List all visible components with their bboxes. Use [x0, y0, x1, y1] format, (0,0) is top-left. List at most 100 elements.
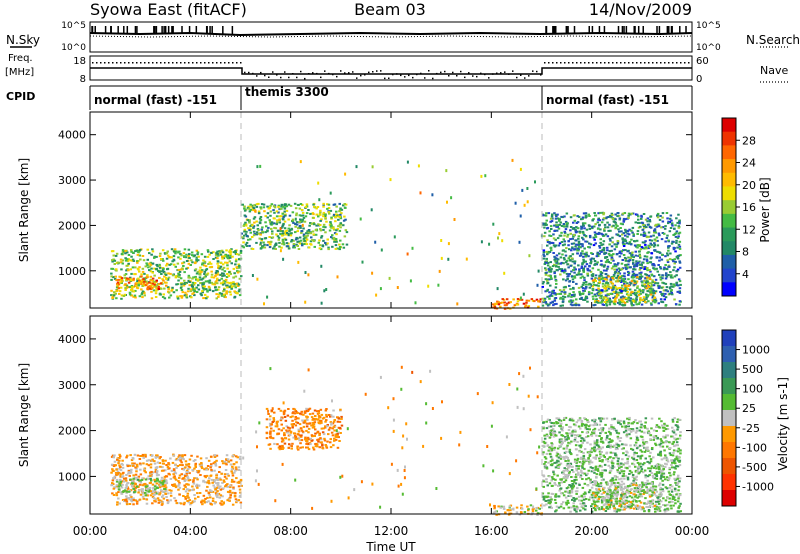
heatmap-cell — [185, 267, 188, 270]
heatmap-cell — [162, 480, 166, 483]
heatmap-cell — [648, 289, 651, 292]
heatmap-cell — [635, 273, 639, 276]
heatmap-cell — [282, 216, 285, 219]
heatmap-cell — [595, 255, 599, 258]
heatmap-cell — [554, 493, 558, 496]
heatmap-cell — [320, 420, 323, 422]
heatmap-cell — [280, 215, 283, 218]
heatmap-cell — [638, 301, 641, 304]
heatmap-cell — [155, 472, 159, 475]
heatmap-cell — [653, 301, 657, 304]
heatmap-cell — [332, 226, 335, 229]
heatmap-cell — [154, 456, 157, 458]
heatmap-cell — [632, 234, 635, 237]
heatmap-cell — [524, 305, 527, 308]
heatmap-cell — [140, 283, 143, 285]
heatmap-cell — [503, 507, 506, 510]
heatmap-cell — [606, 297, 610, 300]
nave-point — [580, 62, 582, 64]
heatmap-cell — [554, 213, 558, 216]
nave-point — [108, 62, 110, 64]
heatmap-cell — [648, 269, 651, 271]
heatmap-cell — [565, 487, 569, 490]
heatmap-cell — [278, 241, 281, 244]
heatmap-cell — [154, 498, 157, 501]
heatmap-cell — [584, 255, 588, 258]
heatmap-cell — [303, 421, 307, 424]
heatmap-cell — [605, 289, 609, 292]
heatmap-cell — [187, 488, 190, 491]
heatmap-cell — [666, 434, 670, 437]
heatmap-cell — [145, 502, 149, 505]
heatmap-cell — [226, 273, 229, 275]
nave-point — [636, 62, 638, 64]
heatmap-cell — [558, 223, 562, 226]
heatmap-cell — [116, 289, 119, 292]
nsky-panel — [89, 21, 693, 53]
heatmap-cell — [277, 428, 281, 431]
heatmap-cell — [660, 493, 663, 496]
heatmap-cell — [638, 277, 641, 280]
heatmap-cell — [567, 502, 570, 504]
heatmap-cell — [168, 467, 171, 470]
heatmap-cell — [638, 245, 641, 248]
heatmap-cell — [276, 433, 279, 436]
heatmap-cell — [553, 299, 556, 302]
heatmap-cell — [531, 512, 534, 515]
heatmap-cell — [543, 442, 547, 445]
heatmap-cell — [148, 482, 152, 485]
heatmap-cell — [634, 268, 637, 271]
heatmap-cell — [146, 494, 149, 497]
heatmap-cell — [164, 273, 168, 276]
heatmap-cell — [318, 434, 321, 437]
heatmap-cell — [136, 261, 139, 264]
heatmap-cell — [446, 200, 448, 204]
heatmap-cell — [311, 426, 315, 429]
heatmap-cell — [117, 491, 120, 494]
heatmap-cell — [668, 258, 672, 261]
heatmap-cell — [629, 444, 632, 447]
heatmap-cell — [160, 481, 163, 484]
heatmap-cell — [637, 221, 640, 224]
heatmap-cell — [233, 272, 236, 275]
heatmap-cell — [322, 225, 325, 228]
heatmap-cell — [615, 276, 618, 279]
heatmap-cell — [139, 463, 142, 466]
heatmap-cell — [125, 490, 129, 493]
heatmap-cell — [141, 477, 144, 480]
heatmap-cell — [575, 282, 578, 285]
heatmap-cell — [542, 426, 545, 429]
power-heatmap — [110, 158, 682, 310]
heatmap-cell — [562, 262, 565, 265]
heatmap-cell — [137, 277, 140, 280]
heatmap-cell — [307, 431, 310, 434]
heatmap-cell — [282, 241, 285, 244]
heatmap-cell — [647, 244, 651, 247]
heatmap-cell — [621, 237, 624, 240]
heatmap-cell — [564, 285, 567, 288]
heatmap-cell — [614, 454, 617, 457]
heatmap-cell — [598, 246, 602, 249]
heatmap-cell — [294, 207, 298, 210]
heatmap-cell — [230, 470, 233, 473]
heatmap-cell — [593, 231, 597, 234]
heatmap-cell — [269, 243, 272, 246]
nave-point — [172, 62, 174, 64]
heatmap-cell — [293, 412, 297, 415]
heatmap-cell — [573, 293, 576, 296]
heatmap-cell — [576, 221, 580, 224]
heatmap-cell — [235, 477, 238, 480]
heatmap-cell — [597, 218, 600, 221]
heatmap-cell — [569, 238, 572, 241]
heatmap-cell — [150, 479, 153, 482]
heatmap-cell — [565, 223, 569, 226]
heatmap-cell — [136, 253, 140, 256]
heatmap-cell — [279, 227, 282, 231]
heatmap-cell — [164, 469, 167, 472]
heatmap-cell — [202, 285, 205, 288]
heatmap-cell — [659, 291, 662, 293]
heatmap-cell — [298, 221, 301, 224]
heatmap-cell — [619, 269, 622, 271]
heatmap-cell — [225, 477, 228, 480]
heatmap-cell — [623, 277, 627, 280]
